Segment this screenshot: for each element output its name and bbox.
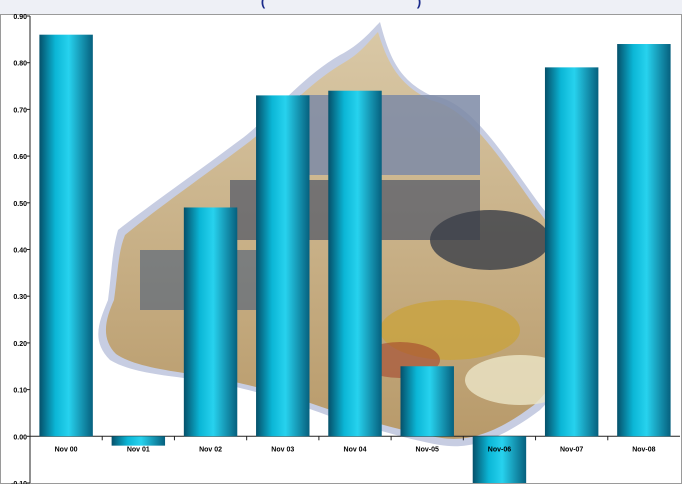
y-tick-label: 0.10 xyxy=(13,388,27,395)
photo-phone xyxy=(430,210,550,270)
y-tick-label: 0.60 xyxy=(13,154,27,161)
x-category-label: Nov 00 xyxy=(55,446,78,453)
bar-nov-06 xyxy=(472,436,527,483)
y-tick-label: 0.70 xyxy=(13,107,27,114)
x-category-label: Nov-07 xyxy=(560,446,583,453)
y-tick-label: 0.80 xyxy=(13,61,27,68)
bar-nov-00 xyxy=(39,34,93,437)
x-category-label: Nov 02 xyxy=(199,446,222,453)
y-tick-label: 0.90 xyxy=(13,14,27,21)
bar-nov-04 xyxy=(328,90,382,437)
y-tick-label: 0.30 xyxy=(13,294,27,301)
label-layer: 0.90 0.80 0.70 0.60 0.50 0.40 0.30 0.20 0.10 0.00… xyxy=(11,14,656,484)
photo-appliance-top xyxy=(300,95,480,175)
x-category-label: Nov 04 xyxy=(344,446,367,453)
x-category-label: Nov-06 xyxy=(488,446,511,453)
bar-layer xyxy=(39,34,671,483)
chart-title-strip: ( ) xyxy=(0,0,682,15)
x-category-label: Nov-05 xyxy=(416,446,439,453)
bar-nov-08 xyxy=(617,44,671,437)
y-tick-label: 0.20 xyxy=(13,341,27,348)
y-tick-label: 0.00 xyxy=(13,434,27,441)
bar-nov-03 xyxy=(256,95,310,437)
y-tick-label: 0.40 xyxy=(13,248,27,255)
bar-nov-01 xyxy=(111,436,166,446)
y-tick-label: 0.50 xyxy=(13,201,27,208)
bar-nov-05 xyxy=(400,366,454,437)
chart-title: ( ) xyxy=(260,0,422,9)
x-category-label: Nov-08 xyxy=(632,446,655,453)
x-category-label: Nov 03 xyxy=(271,446,294,453)
bar-nov-07 xyxy=(544,67,599,437)
y-tick-label: -0.10 xyxy=(11,481,27,484)
bar-nov-02 xyxy=(183,207,238,437)
x-category-label: Nov 01 xyxy=(127,446,150,453)
